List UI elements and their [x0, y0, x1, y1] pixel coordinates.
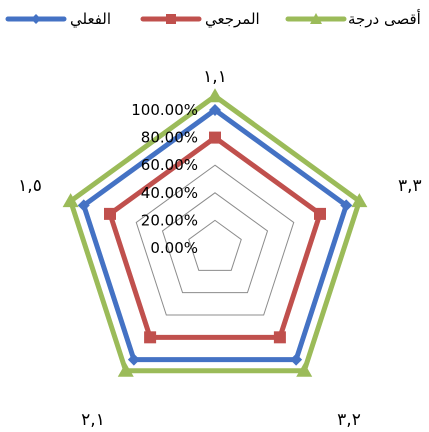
legend-marker	[166, 14, 176, 24]
category-label: ٢,١	[81, 410, 105, 430]
data-point	[62, 193, 79, 208]
data-point	[273, 331, 286, 344]
tick-label: 100.00%	[131, 101, 198, 119]
series-line	[107, 135, 323, 340]
radar-axis-ticks: 0.00% 20.00% 40.00% 60.00% 80.00% 100.00%	[131, 101, 198, 257]
tick-label: 40.00%	[141, 184, 198, 202]
grid-ring	[161, 192, 269, 294]
data-point	[144, 331, 157, 344]
tick-label: 20.00%	[141, 211, 198, 229]
data-point	[296, 362, 313, 377]
series-square	[104, 131, 326, 344]
legend-label: المرجعي	[205, 10, 260, 29]
tick-label: 60.00%	[141, 156, 198, 174]
tick-label: 0.00%	[150, 239, 198, 257]
data-point	[117, 362, 134, 377]
series-line	[68, 93, 362, 374]
category-label: ١,١	[203, 67, 227, 87]
data-point	[77, 199, 90, 212]
legend-item: أقصى درجة	[285, 9, 421, 28]
data-point	[351, 193, 368, 208]
legend: الفعلي المرجعي أقصى درجة	[5, 9, 421, 29]
data-point	[207, 88, 223, 103]
series-line	[81, 107, 349, 363]
series-triangle	[62, 88, 368, 377]
grid-ring	[188, 219, 242, 271]
radar-series-layer	[62, 88, 368, 377]
legend-label: الفعلي	[70, 10, 111, 29]
grid-ring	[135, 164, 295, 316]
data-point	[127, 353, 140, 366]
data-point	[209, 104, 221, 116]
data-point	[209, 131, 221, 144]
tick-label: 80.00%	[141, 129, 198, 147]
legend-marker	[31, 14, 41, 24]
legend-item: المرجعي	[140, 10, 260, 29]
radar-category-labels: ١,١ ٣,٣ ٣,٢ ٢,١ ١,٥	[18, 67, 422, 430]
category-label: ٣,٣	[398, 176, 422, 196]
category-label: ٣,٢	[337, 410, 361, 430]
series-diamond	[77, 104, 353, 366]
category-label: ١,٥	[18, 176, 42, 196]
data-point	[340, 199, 353, 212]
legend-item: الفعلي	[5, 10, 111, 29]
data-point	[314, 207, 326, 220]
data-point	[290, 353, 303, 366]
data-point	[104, 207, 116, 220]
legend-marker	[310, 13, 322, 24]
legend-label: أقصى درجة	[348, 9, 421, 28]
